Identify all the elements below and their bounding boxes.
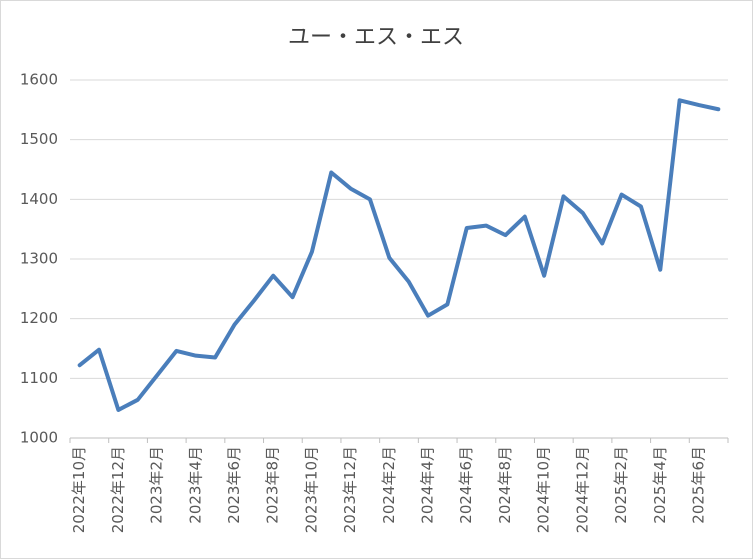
x-tick-label: 2022年12月: [109, 446, 127, 533]
x-tick-label: 2023年8月: [264, 446, 282, 524]
x-tick-label: 2024年2月: [380, 446, 398, 524]
chart-title: ユー・エス・エス: [288, 25, 464, 50]
x-tick-label: 2025年6月: [689, 446, 707, 524]
y-tick-label: 1300: [20, 250, 58, 268]
x-tick-label: 2023年4月: [186, 446, 204, 524]
y-tick-label: 1200: [20, 309, 58, 327]
x-tick-label: 2025年4月: [651, 446, 669, 524]
y-tick-label: 1400: [20, 190, 58, 208]
x-tick-label: 2024年8月: [496, 446, 514, 524]
y-tick-label: 1600: [20, 71, 58, 89]
y-tick-label: 1500: [20, 130, 58, 148]
x-tick-label: 2023年6月: [225, 446, 243, 524]
data-line: [77, 98, 721, 412]
x-tick-label: 2024年4月: [419, 446, 437, 524]
x-tick-label: 2023年2月: [148, 446, 166, 524]
x-tick-label: 2025年2月: [612, 446, 630, 524]
y-tick-label: 1000: [20, 429, 58, 447]
x-tick-label: 2023年12月: [341, 446, 359, 533]
x-tick-label: 2024年10月: [535, 446, 553, 533]
x-tick-label: 2024年6月: [457, 446, 475, 524]
x-tick-label: 2023年10月: [302, 446, 320, 533]
x-tick-label: 2024年12月: [573, 446, 591, 533]
y-tick-label: 1100: [20, 369, 58, 387]
x-tick-label: 2022年10月: [70, 446, 88, 533]
